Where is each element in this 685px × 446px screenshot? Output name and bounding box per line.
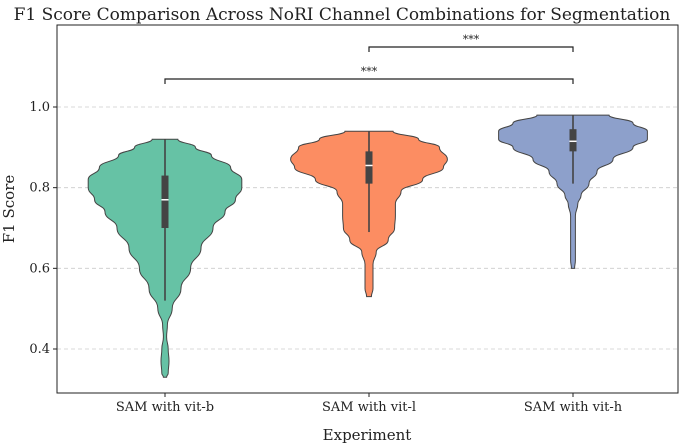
x-tick-label: SAM with vit-h — [524, 400, 623, 415]
bracket-line — [368, 46, 574, 52]
chart-title: F1 Score Comparison Across NoRI Channel … — [14, 5, 671, 25]
violin-2 — [290, 130, 448, 298]
y-axis-ticks: 0.4 0.6 0.8 1.0 — [29, 100, 57, 357]
plot-frame — [56, 24, 679, 394]
violin-body — [498, 114, 648, 269]
violin-1 — [87, 138, 243, 378]
y-tick-label: 0.6 — [29, 261, 50, 276]
y-tick-label: 0.4 — [29, 342, 50, 357]
significance-label: *** — [463, 33, 480, 46]
iqr-box — [161, 175, 169, 228]
significance-bracket: *** — [368, 33, 574, 52]
iqr-box — [569, 129, 577, 152]
violin-3 — [498, 114, 648, 269]
x-axis-label: Experiment — [323, 426, 412, 444]
significance-bracket: *** — [164, 65, 574, 84]
x-axis-ticks: SAM with vit-b SAM with vit-l SAM with vit… — [116, 393, 623, 415]
x-tick-label: SAM with vit-l — [322, 400, 416, 415]
y-tick-label: 0.8 — [29, 181, 50, 196]
iqr-box — [365, 151, 373, 184]
y-tick-label: 1.0 — [29, 100, 50, 115]
significance-label: *** — [361, 65, 378, 78]
y-axis-label: F1 Score — [0, 175, 18, 244]
bracket-line — [164, 78, 574, 84]
violins — [87, 114, 648, 378]
significance-annotations: *** *** — [164, 33, 574, 84]
x-tick-label: SAM with vit-b — [116, 400, 214, 415]
